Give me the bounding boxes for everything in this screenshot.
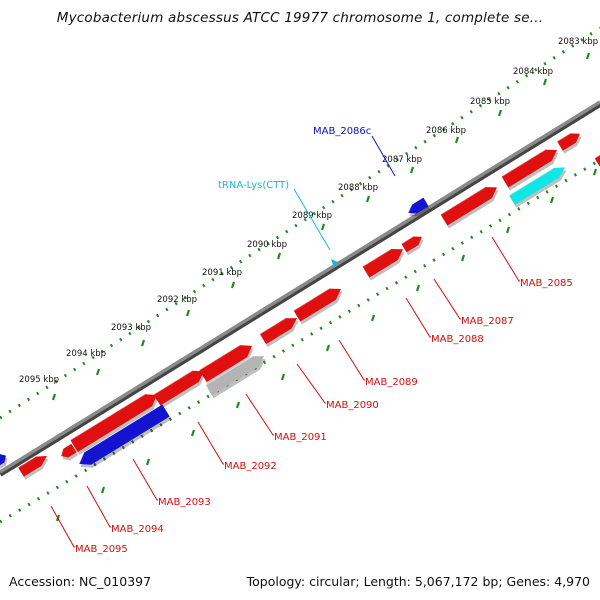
map-title: Mycobacterium abscessus ATCC 19977 chrom… bbox=[56, 10, 544, 26]
scale-label: 2091 kbp bbox=[202, 268, 242, 278]
scale-tick bbox=[51, 393, 57, 401]
scale-tick bbox=[140, 339, 146, 347]
scale-tick bbox=[460, 254, 466, 262]
gene-arrow[interactable] bbox=[78, 404, 172, 468]
gene-arrow[interactable] bbox=[594, 154, 600, 169]
label-leader bbox=[132, 458, 158, 501]
scale-label: 2084 kbp bbox=[513, 67, 553, 77]
scale-label: 2092 kbp bbox=[157, 295, 197, 305]
scale-label: 2094 kbp bbox=[66, 349, 106, 359]
label-leader bbox=[371, 135, 396, 177]
scale-label: 2087 kbp bbox=[382, 155, 422, 165]
gene-label[interactable]: MAB_2088 bbox=[431, 334, 484, 345]
scale-tick bbox=[230, 281, 236, 289]
gene-arrow[interactable] bbox=[199, 344, 254, 385]
scale-tick bbox=[415, 284, 421, 292]
gene-arrow[interactable] bbox=[60, 443, 79, 461]
gene-arrow[interactable] bbox=[259, 317, 299, 348]
scale-tick bbox=[505, 226, 511, 234]
scale-tick bbox=[276, 252, 282, 260]
gene-arrow[interactable] bbox=[293, 288, 343, 325]
scale-label: 2083 kbp bbox=[558, 37, 598, 47]
gene-arrow[interactable] bbox=[17, 456, 49, 480]
gene-label[interactable]: MAB_2094 bbox=[111, 524, 164, 535]
scale-tick bbox=[280, 373, 286, 381]
gene-label[interactable]: MAB_2092 bbox=[224, 461, 277, 472]
scale-label: 2088 kbp bbox=[338, 183, 378, 193]
scale-tick bbox=[325, 344, 331, 352]
scale-label: 2089 kbp bbox=[292, 211, 332, 221]
scale-label: 2086 kbp bbox=[426, 126, 466, 136]
label-leader bbox=[86, 485, 111, 528]
label-leader bbox=[50, 505, 75, 548]
scale-label: 2085 kbp bbox=[470, 97, 510, 107]
scale-label: 2095 kbp bbox=[19, 375, 59, 385]
gene-label[interactable]: MAB_2085 bbox=[520, 278, 573, 289]
gene-arrow[interactable] bbox=[70, 393, 159, 455]
label-leader bbox=[197, 421, 224, 465]
gene-label[interactable]: MAB_2087 bbox=[461, 316, 514, 327]
inner-scale-dots bbox=[0, 158, 600, 524]
gene-arrow[interactable] bbox=[501, 149, 559, 191]
scale-tick bbox=[95, 368, 101, 376]
gene-label[interactable]: MAB_2093 bbox=[158, 497, 211, 508]
scale-tick bbox=[370, 314, 376, 322]
gene-label[interactable]: MAB_2089 bbox=[365, 377, 418, 388]
accession-text: Accession: NC_010397 bbox=[9, 574, 152, 589]
label-leader bbox=[405, 297, 431, 338]
scale-tick-labels: 2083 kbp 2084 kbp 2085 kbp 2086 kbp 2087 kbp… bbox=[19, 37, 598, 385]
scale-tick bbox=[190, 429, 196, 437]
gene-arrow[interactable] bbox=[205, 355, 266, 399]
scale-tick bbox=[320, 223, 326, 231]
gene-label[interactable]: MAB_2090 bbox=[326, 400, 379, 411]
gene-label[interactable]: MAB_2091 bbox=[274, 432, 327, 443]
label-leader bbox=[296, 363, 326, 404]
scale-tick bbox=[145, 458, 151, 466]
scale-tick bbox=[235, 401, 241, 409]
feature-labels: MAB_2085 MAB_2087 MAB_2088 MAB_2089 MAB_2090… bbox=[75, 126, 573, 555]
gene-label[interactable]: tRNA-Lys(CTT) bbox=[218, 180, 289, 191]
scale-tick bbox=[365, 195, 371, 203]
gene-arrow[interactable] bbox=[362, 248, 405, 281]
outer-scale-dots bbox=[0, 26, 600, 420]
label-leader bbox=[245, 393, 274, 436]
label-leader bbox=[491, 236, 520, 282]
scale-tick bbox=[592, 168, 598, 176]
gene-arrow[interactable] bbox=[440, 186, 499, 229]
scale-tick bbox=[454, 136, 460, 144]
label-leader-lines bbox=[50, 135, 520, 548]
gene-label[interactable]: MAB_2095 bbox=[75, 544, 128, 555]
trna-marker[interactable] bbox=[331, 259, 338, 268]
scale-tick bbox=[185, 309, 191, 317]
gene-arrow[interactable] bbox=[153, 370, 206, 409]
gene-arrow[interactable] bbox=[407, 197, 431, 217]
label-leader bbox=[338, 339, 365, 381]
scale-tick bbox=[497, 109, 503, 117]
gene-arrow[interactable] bbox=[556, 132, 582, 154]
scale-label: 2093 kbp bbox=[111, 323, 151, 333]
scale-label: 2090 kbp bbox=[247, 240, 287, 250]
label-leader bbox=[293, 188, 331, 251]
gene-label[interactable]: MAB_2086c bbox=[313, 126, 371, 137]
scale-tick bbox=[409, 166, 415, 174]
backbone bbox=[0, 100, 600, 474]
gene-features bbox=[0, 132, 600, 480]
scale-tick bbox=[100, 486, 106, 494]
topology-summary: Topology: circular; Length: 5,067,172 bp… bbox=[246, 574, 590, 589]
scale-tick bbox=[549, 196, 555, 204]
scale-tick bbox=[542, 78, 548, 86]
gene-arrow[interactable] bbox=[401, 236, 424, 256]
scale-tick bbox=[585, 52, 591, 60]
scale-ticks bbox=[51, 52, 598, 522]
gene-arrow[interactable] bbox=[0, 454, 8, 470]
gene-arrow[interactable] bbox=[508, 167, 567, 208]
label-leader bbox=[433, 278, 461, 320]
